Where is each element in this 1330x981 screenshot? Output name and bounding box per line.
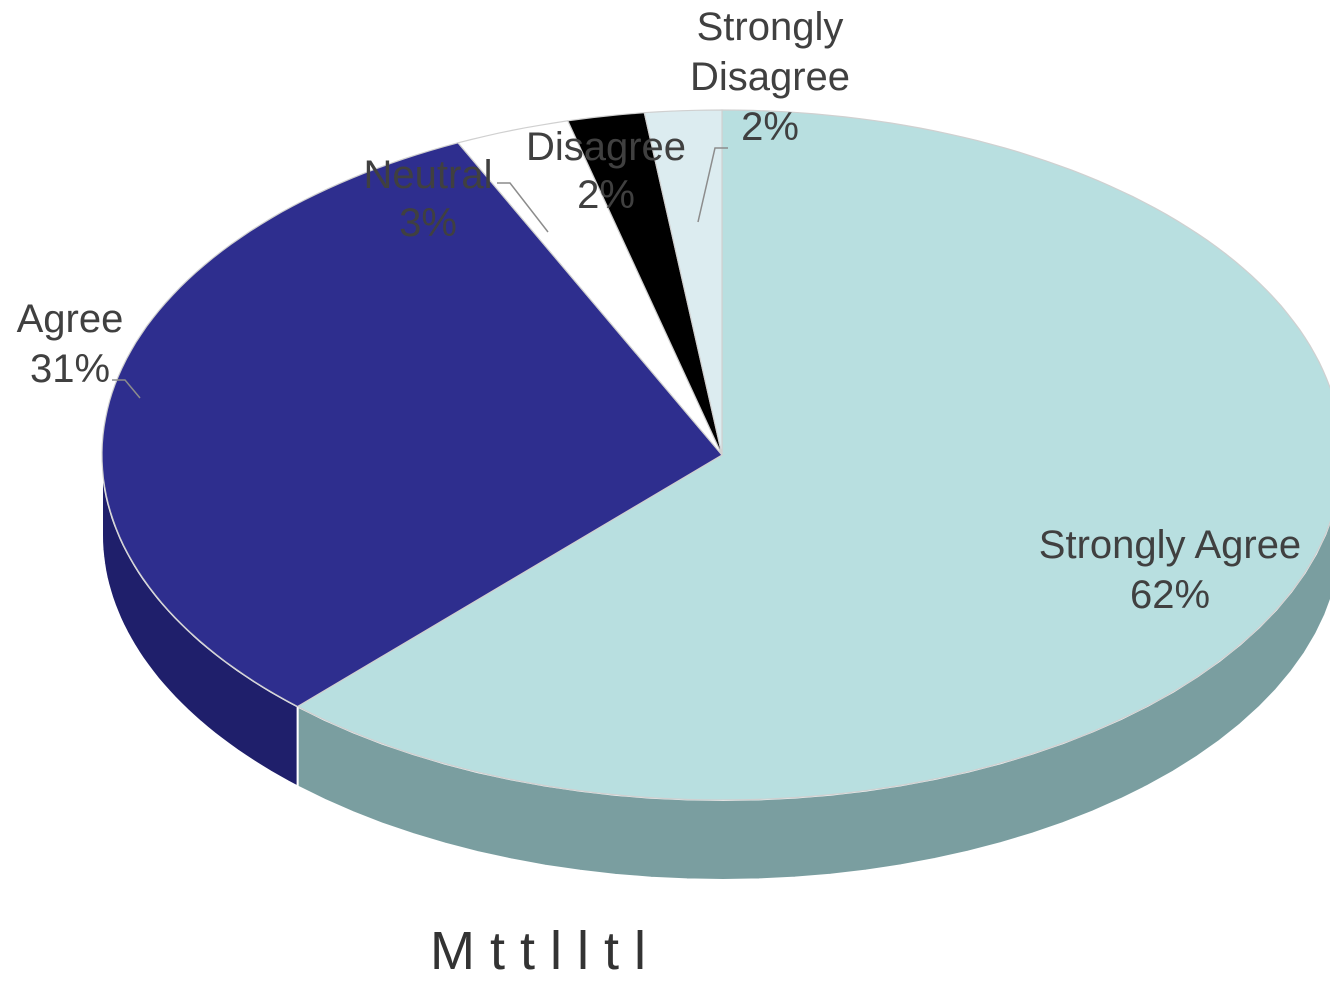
leader-line-neutral (497, 182, 549, 233)
data-label-agree-percent: 31% (30, 347, 110, 391)
slice-neutral (456, 120, 723, 456)
bottom-caption: M t t l l t l (430, 921, 646, 981)
data-label-disagree-name: Disagree (526, 125, 686, 169)
data-label-neutral-percent: 3% (399, 201, 457, 245)
data-label-strongly-agree-name: Strongly Agree (1039, 523, 1301, 567)
data-label-strongly-disagree-name: Disagree (690, 55, 850, 99)
slice-disagree (566, 112, 723, 456)
label-leaders (112, 147, 728, 399)
data-label-strongly-disagree-name: Strongly (697, 5, 844, 49)
leader-line-agree (112, 379, 141, 399)
slice-strongly-disagree (643, 109, 723, 456)
pie-slices (101, 109, 1330, 801)
slice-strongly-agree (296, 109, 1330, 801)
data-label-disagree-percent: 2% (577, 173, 635, 217)
data-label-strongly-agree-percent: 62% (1130, 573, 1210, 617)
data-label-strongly-disagree-percent: 2% (741, 105, 799, 149)
data-label-neutral-name: Neutral (364, 153, 493, 197)
data-label-agree-name: Agree (17, 297, 124, 341)
leader-line-strongly-disagree (697, 147, 728, 223)
slice-agree (101, 142, 723, 708)
